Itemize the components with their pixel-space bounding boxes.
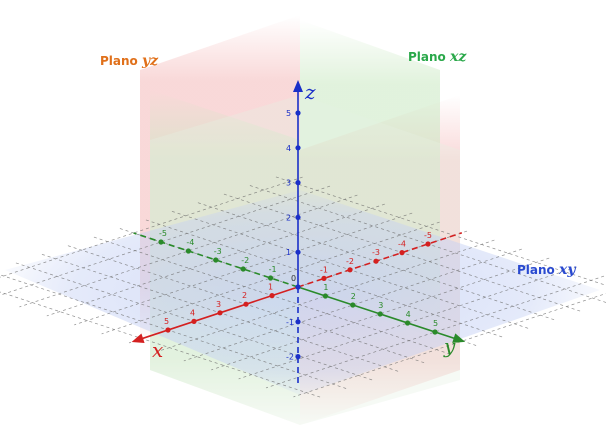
- grid-line: [265, 275, 605, 389]
- x-tick-label: 3: [216, 300, 221, 309]
- grid-line: [156, 239, 495, 353]
- y-tick-point: [377, 311, 383, 317]
- grid-line: [0, 185, 331, 296]
- x-tick-point: [269, 293, 275, 299]
- grid-line: [0, 176, 303, 278]
- x-tick-point: [165, 327, 171, 333]
- z-tick-label: 3: [286, 179, 291, 188]
- axis-y-label: y: [444, 334, 456, 358]
- x-tick-point: [217, 310, 223, 316]
- x-tick-label: 4: [190, 308, 195, 317]
- x-tick-label: 5: [164, 317, 169, 326]
- plane-yz-label-math: yz: [141, 53, 159, 69]
- x-tick-label: -5: [424, 231, 432, 240]
- y-tick-label: -5: [159, 229, 167, 238]
- plane-xy: [5, 190, 600, 395]
- z-tick-point: [295, 145, 301, 151]
- x-tick-point: [425, 241, 431, 247]
- y-tick-point: [322, 293, 328, 299]
- origin-point: [295, 284, 301, 290]
- grid-line: [211, 257, 550, 371]
- y-tick-point: [432, 329, 438, 335]
- y-tick-point: [240, 266, 246, 272]
- y-tick-label: 2: [351, 292, 356, 301]
- plane-xy-label: Plano xy: [517, 262, 575, 278]
- y-tick-point: [158, 239, 164, 245]
- x-tick-label: -2: [346, 257, 354, 266]
- z-tick-point: [295, 354, 301, 360]
- axis-x-label: x: [152, 338, 164, 362]
- x-tick-point: [191, 318, 197, 324]
- x-axis-arrow: [131, 333, 145, 344]
- x-tick-point: [321, 275, 327, 281]
- z-tick-point: [295, 214, 301, 220]
- y-tick-label: 5: [433, 319, 438, 328]
- x-tick-label: -1: [320, 265, 328, 274]
- y-tick-label: 1: [323, 283, 328, 292]
- x-tick-point: [399, 250, 405, 256]
- z-tick-label: 2: [286, 213, 291, 222]
- z-tick-label: 1: [286, 248, 291, 257]
- plane-xz-label-math: xz: [449, 49, 467, 65]
- y-axis-arrow: [452, 333, 466, 343]
- z-tick-point: [295, 110, 301, 116]
- z-tick-point: [295, 319, 301, 325]
- z-tick-point: [295, 249, 301, 255]
- grid-line: [183, 248, 522, 362]
- y-tick-label: -2: [241, 256, 249, 265]
- x-tick-label: -3: [372, 248, 380, 257]
- z-tick-point: [295, 180, 301, 186]
- x-tick-point: [347, 267, 353, 273]
- grid-line: [293, 293, 606, 398]
- grid-line: [238, 266, 577, 380]
- z-axis-arrow: [293, 79, 303, 92]
- plane-xz-label-prefix: Plano: [408, 50, 450, 64]
- grid-line: [74, 212, 413, 326]
- y-tick-label: 3: [378, 301, 383, 310]
- y-tick-label: 4: [406, 310, 411, 319]
- x-tick-point: [373, 258, 379, 264]
- z-tick-label: -2: [286, 353, 294, 362]
- grid-line: [19, 194, 358, 308]
- grid-line: [46, 203, 385, 317]
- y-tick-point: [213, 257, 219, 263]
- x-tick-point: [243, 301, 249, 307]
- z-tick-label: 4: [286, 144, 291, 153]
- y-tick-point: [185, 248, 191, 254]
- axis-ticks: -5 -4 -3 -2 -1 1 2 3 4 5 -5 -4 -3 -2 -1 1 2 3 4 5 -2 -1 1 2 3 4 5 0: [158, 109, 438, 362]
- x-tick-label: -4: [398, 240, 406, 249]
- z-tick-label: 5: [286, 109, 291, 118]
- axis-z-label: z: [305, 80, 316, 104]
- y-tick-label: -3: [214, 247, 222, 256]
- z-tick-label: -1: [286, 318, 294, 327]
- plane-xy-label-math: xy: [558, 262, 576, 278]
- y-tick-point: [350, 302, 356, 308]
- plane-yz-label-prefix: Plano: [100, 54, 142, 68]
- plane-yz-label: Plano yz: [100, 53, 158, 69]
- plane-xz-label: Plano xz: [408, 49, 466, 65]
- y-tick-point: [405, 320, 411, 326]
- x-tick-label: 2: [242, 291, 247, 300]
- x-tick-label: 1: [268, 283, 273, 292]
- y-tick-point: [268, 275, 274, 281]
- y-tick-label: -1: [269, 265, 277, 274]
- grid-line: [101, 221, 440, 335]
- origin-label: 0: [291, 274, 296, 283]
- x-axis-negative: [297, 232, 463, 288]
- y-tick-label: -4: [186, 238, 194, 247]
- plane-xy-label-prefix: Plano: [517, 263, 559, 277]
